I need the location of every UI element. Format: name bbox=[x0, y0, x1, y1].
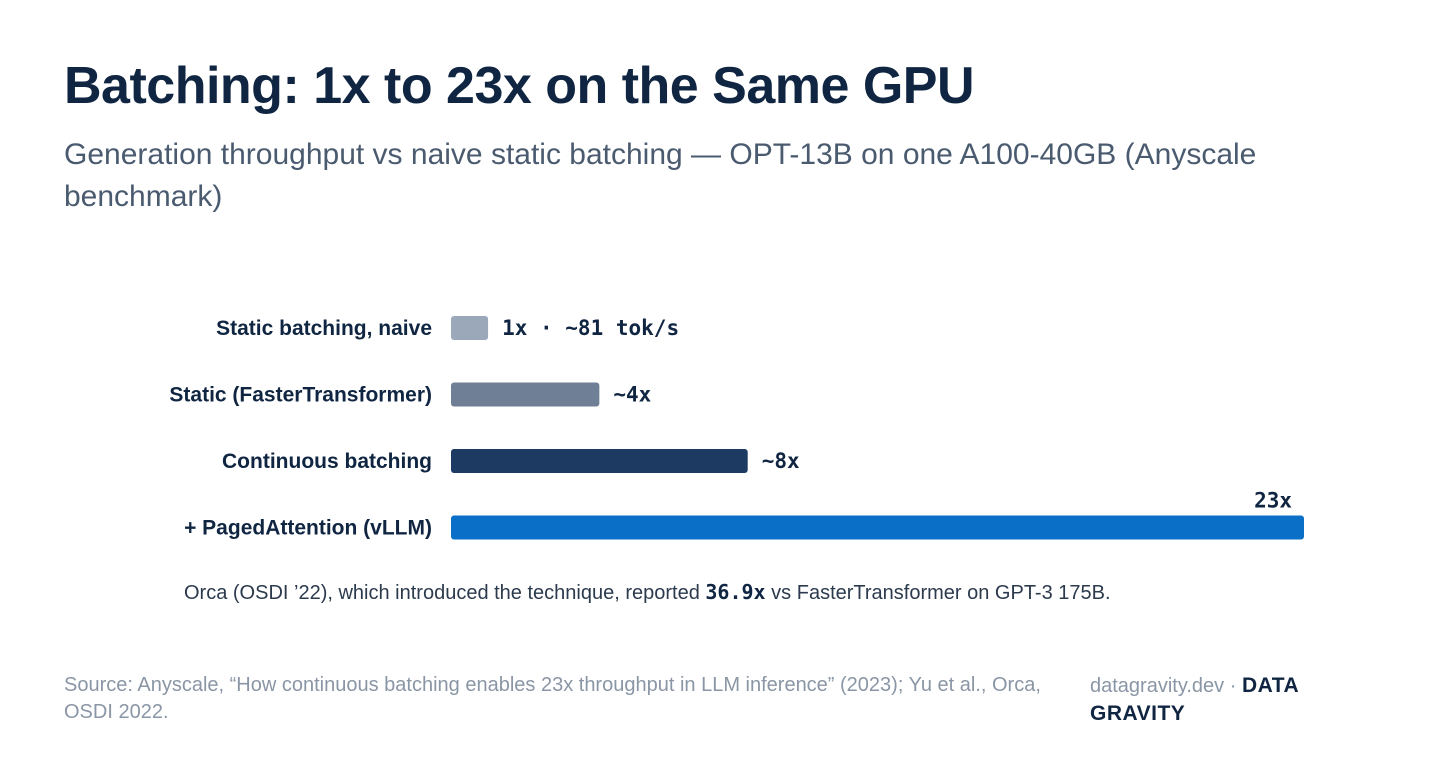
footnote-highlight: 36.9x bbox=[705, 580, 766, 604]
bar-value-label: 23x bbox=[1254, 489, 1292, 513]
bar bbox=[451, 382, 600, 407]
category-label: + PagedAttention (vLLM) bbox=[184, 517, 432, 540]
brand-block: datagravity.dev · DATA GRAVITY bbox=[1090, 672, 1370, 728]
bar-value-label: ~8x bbox=[762, 449, 800, 473]
bar bbox=[451, 449, 748, 473]
category-label: Static (FasterTransformer) bbox=[169, 384, 432, 407]
bar-value-label: 1x · ~81 tok/s bbox=[502, 316, 679, 340]
source-citation: Source: Anyscale, “How continuous batchi… bbox=[64, 674, 1041, 723]
site-link[interactable]: datagravity.dev · bbox=[1090, 675, 1237, 697]
chart-title: Batching: 1x to 23x on the Same GPU bbox=[64, 57, 975, 115]
footnote: Orca (OSDI ’22), which introduced the te… bbox=[184, 580, 1111, 605]
bar bbox=[451, 316, 489, 340]
footnote-suffix: vs FasterTransformer on GPT-3 175B. bbox=[765, 582, 1111, 604]
category-label: Continuous batching bbox=[222, 450, 432, 473]
bar-chart: Static batching, naive 1x · ~81 tok/s Stat… bbox=[169, 316, 1304, 540]
bar bbox=[451, 515, 1304, 540]
bar-value-label: ~4x bbox=[613, 383, 651, 407]
chart-subtitle: Generation throughput vs naive static ba… bbox=[64, 138, 1257, 213]
footnote-prefix: Orca (OSDI ’22), which introduced the te… bbox=[184, 582, 706, 604]
category-label: Static batching, naive bbox=[216, 317, 432, 340]
brand-logo-text: DATA GRAVITY bbox=[1090, 674, 1299, 725]
